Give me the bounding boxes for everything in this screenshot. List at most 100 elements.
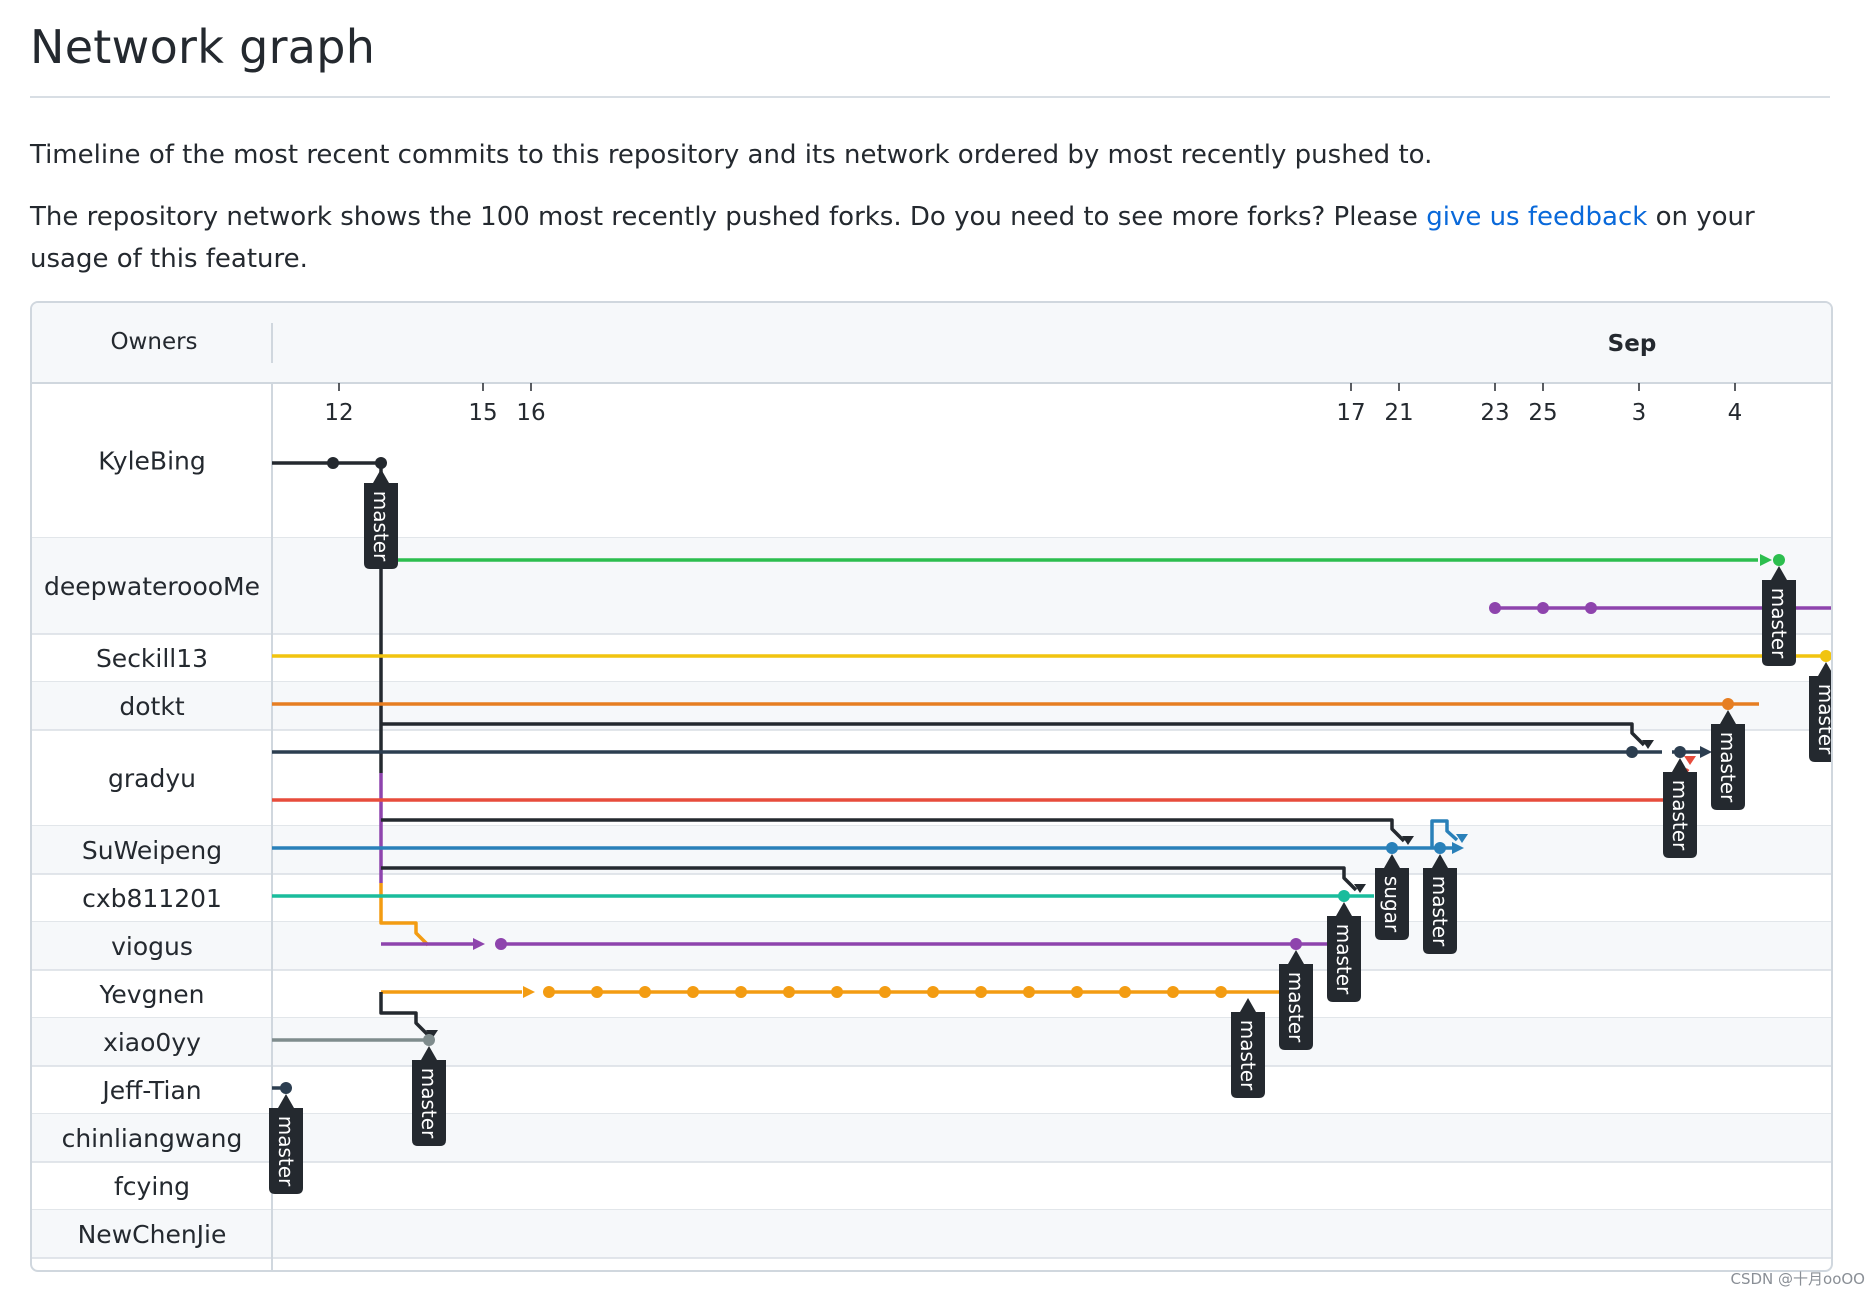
page: Network graph Timeline of the most recen… — [30, 0, 1830, 280]
owner-label[interactable]: SuWeipeng — [82, 836, 222, 865]
feedback-link[interactable]: give us feedback — [1426, 202, 1648, 232]
commit-dot[interactable] — [1338, 890, 1350, 902]
branch-label-deepwater[interactable]: master — [1762, 566, 1796, 666]
day-label: 21 — [1384, 400, 1413, 426]
commit-dot[interactable] — [735, 986, 747, 998]
branch-label-text: master — [274, 1116, 298, 1187]
branch-label-kylebing[interactable]: master — [364, 469, 398, 569]
branch-label-bg — [1423, 854, 1457, 954]
commit-dot[interactable] — [1820, 650, 1831, 662]
branch-label-seckill[interactable]: master — [1809, 662, 1831, 762]
branch-label-bg — [364, 469, 398, 569]
commit-dot[interactable] — [1674, 746, 1686, 758]
branch-label-sugar[interactable]: sugar — [1375, 854, 1409, 940]
branch-label-bg — [1663, 758, 1697, 858]
owner-label[interactable]: Jeff-Tian — [100, 1076, 201, 1105]
branch-label-viogus[interactable]: master — [1279, 950, 1313, 1050]
watermark: CSDN @十月ooOO — [1730, 1270, 1865, 1288]
commit-dot[interactable] — [1434, 842, 1446, 854]
owner-label[interactable]: gradyu — [108, 764, 196, 793]
owner-label[interactable]: fcying — [114, 1172, 190, 1201]
day-label: 25 — [1528, 400, 1557, 426]
commit-dot[interactable] — [543, 986, 555, 998]
branch-label-dotkt[interactable]: master — [1711, 710, 1745, 810]
owner-label[interactable]: xiao0yy — [103, 1028, 201, 1057]
commit-dot[interactable] — [879, 986, 891, 998]
commit-dot[interactable] — [1585, 602, 1597, 614]
forks-note-text-end: on your usage of this feature. — [30, 202, 1755, 274]
branch-label-text: master — [1814, 684, 1831, 755]
month-label: Sep — [1608, 331, 1657, 357]
commit-dot[interactable] — [495, 938, 507, 950]
graph-description: Timeline of the most recent commits to t… — [30, 140, 1433, 170]
day-label: 16 — [516, 400, 545, 426]
commit-dot[interactable] — [1386, 842, 1398, 854]
branch-label-gradyu[interactable]: master — [1663, 758, 1697, 858]
commit-dot[interactable] — [1290, 938, 1302, 950]
owner-label[interactable]: Yevgnen — [98, 980, 204, 1009]
branch-label-bg — [1762, 566, 1796, 666]
commit-dot[interactable] — [639, 986, 651, 998]
graph-header-bg — [32, 303, 1831, 383]
branch-line-trunk-amber — [379, 883, 430, 947]
branch-label-bg — [1711, 710, 1745, 810]
commit-dot[interactable] — [423, 1034, 435, 1046]
commit-dot[interactable] — [1215, 986, 1227, 998]
branch-label-suweipeng[interactable]: master — [1423, 854, 1457, 954]
branch-arrow — [1700, 746, 1712, 758]
branch-label-text: sugar — [1380, 876, 1404, 933]
network-graph[interactable]: KyleBing deepwateroooMe Seckill13 dotkt grad… — [30, 301, 1833, 1272]
commit-dot[interactable] — [1119, 986, 1131, 998]
commit-dot[interactable] — [1722, 698, 1734, 710]
branch-label-bg — [412, 1046, 446, 1146]
branch-arrow — [473, 938, 485, 950]
branch-label-text: master — [1668, 780, 1692, 851]
commit-dot[interactable] — [687, 986, 699, 998]
branch-label-bg — [1375, 854, 1409, 940]
row-shade — [32, 538, 1831, 634]
commit-dot[interactable] — [1537, 602, 1549, 614]
owner-label[interactable]: NewChenJie — [78, 1220, 227, 1249]
commit-dot[interactable] — [280, 1082, 292, 1094]
commit-dot[interactable] — [591, 986, 603, 998]
commit-dot[interactable] — [927, 986, 939, 998]
commit-dot[interactable] — [1489, 602, 1501, 614]
branch-label-cxb[interactable]: master — [1327, 902, 1361, 1002]
branch-label-bg — [1809, 662, 1831, 762]
branch-label-xiao0yy[interactable]: master — [412, 1046, 446, 1146]
forks-note-text: The repository network shows the 100 mos… — [30, 202, 1427, 232]
branch-label-jeff[interactable]: master — [269, 1094, 303, 1194]
commit-dot[interactable] — [975, 986, 987, 998]
commit-dot[interactable] — [1023, 986, 1035, 998]
branch-line-suweipeng-merge — [381, 818, 1406, 843]
commit-dot[interactable] — [831, 986, 843, 998]
branch-label-text: master — [1236, 1020, 1260, 1091]
owner-label[interactable]: cxb811201 — [82, 884, 222, 913]
branch-label-text: master — [1284, 972, 1308, 1043]
page-title: Network graph — [30, 0, 1830, 98]
branch-line-gradyu-red — [272, 767, 1690, 802]
commit-dot[interactable] — [1773, 554, 1785, 566]
network-graph-canvas[interactable]: KyleBing deepwateroooMe Seckill13 dotkt grad… — [32, 303, 1831, 1270]
owner-label[interactable]: KyleBing — [98, 447, 206, 476]
commit-dot[interactable] — [1071, 986, 1083, 998]
commit-dot[interactable] — [327, 457, 339, 469]
commit-dot[interactable] — [1167, 986, 1179, 998]
branch-label-text: master — [417, 1068, 441, 1139]
day-label: 17 — [1336, 400, 1365, 426]
commit-dot[interactable] — [1626, 746, 1638, 758]
owner-label[interactable]: chinliangwang — [62, 1124, 243, 1153]
branch-arrow — [1452, 842, 1464, 854]
branch-label-text: master — [369, 491, 393, 562]
owner-label[interactable]: dotkt — [119, 692, 184, 721]
owner-label[interactable]: Seckill13 — [96, 644, 208, 673]
branch-label-yevgnen[interactable]: master — [1231, 998, 1265, 1098]
owner-label[interactable]: viogus — [111, 932, 193, 961]
row-shade — [32, 826, 1831, 874]
owner-label[interactable]: deepwateroooMe — [44, 572, 260, 601]
day-label: 15 — [468, 400, 497, 426]
commit-dot[interactable] — [375, 457, 387, 469]
branch-line-sugar — [1430, 819, 1459, 848]
day-label: 12 — [324, 400, 353, 426]
commit-dot[interactable] — [783, 986, 795, 998]
